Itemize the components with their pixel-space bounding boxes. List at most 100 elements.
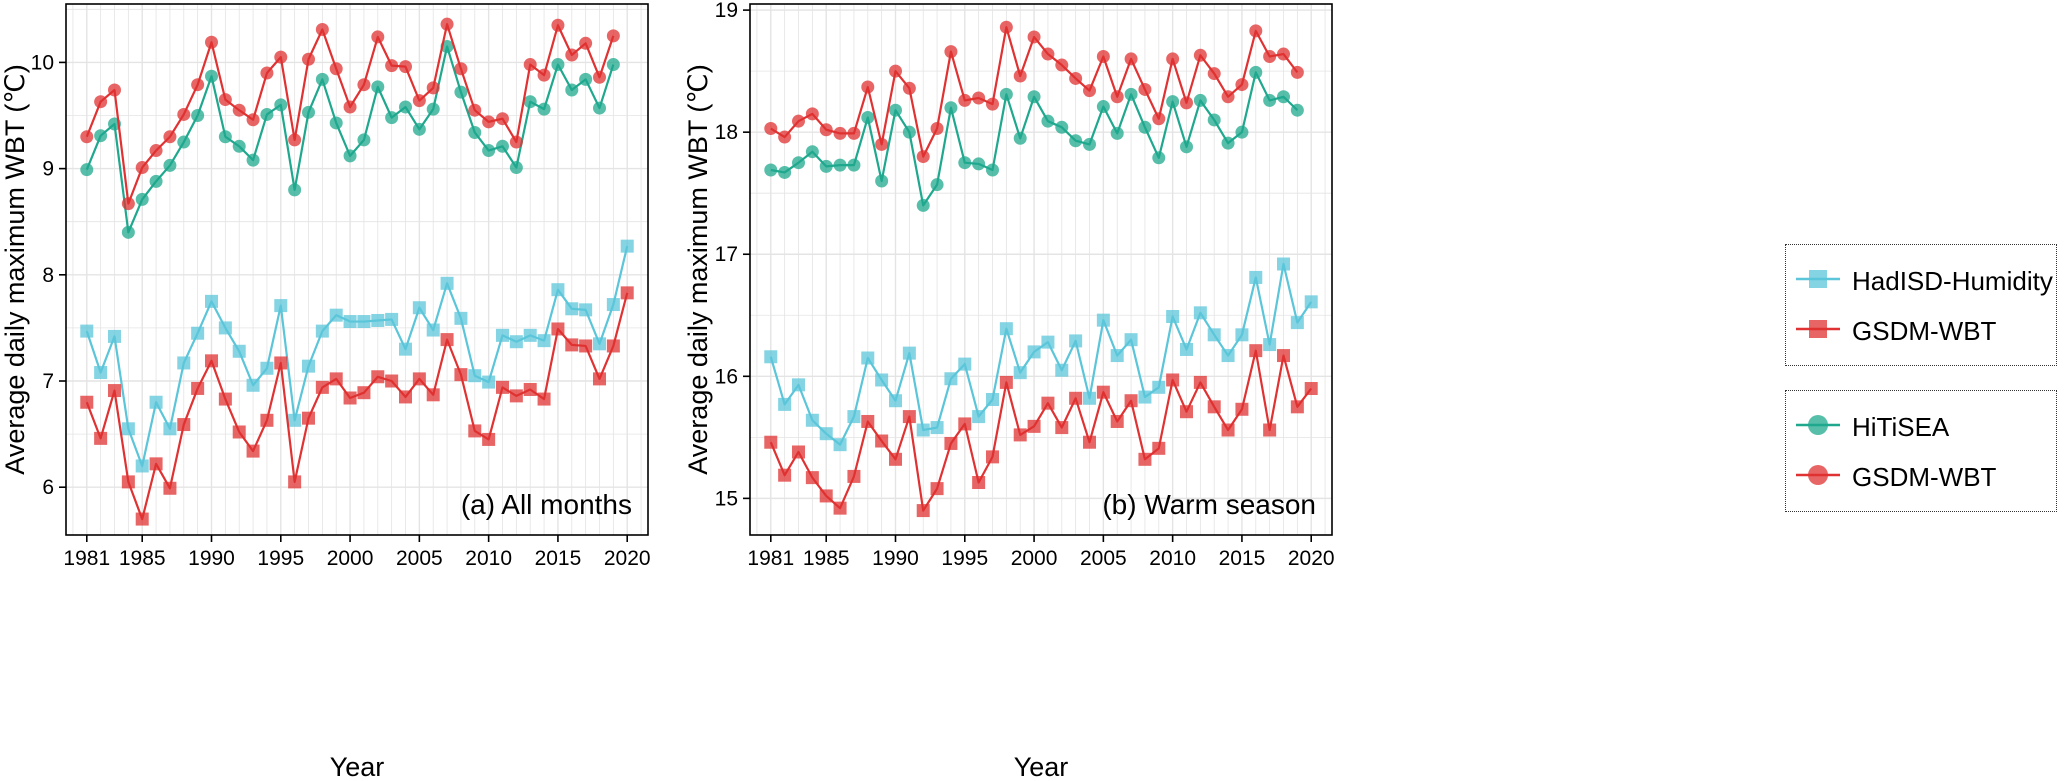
data-point-square <box>232 344 246 358</box>
data-point-circle <box>1041 47 1055 61</box>
data-point-square <box>986 393 999 407</box>
x-axis-label: Year <box>330 752 385 781</box>
data-point-circle <box>121 225 135 239</box>
data-point-square <box>468 424 482 438</box>
y-tick-label: 15 <box>715 487 738 510</box>
data-point-square <box>1027 419 1041 433</box>
x-axis-label: Year <box>1014 752 1069 781</box>
data-point-square <box>833 438 847 452</box>
data-point-square <box>191 381 205 395</box>
data-point-square <box>579 339 593 353</box>
data-point-square <box>972 410 986 424</box>
data-point-circle <box>1013 131 1027 145</box>
data-point-circle <box>274 50 288 64</box>
data-point-square <box>875 434 889 448</box>
data-point-circle <box>1152 151 1166 165</box>
data-point-square <box>1041 335 1055 349</box>
data-point-square <box>902 410 916 424</box>
data-point-circle <box>593 70 606 84</box>
data-point-square <box>861 414 875 428</box>
data-point-square <box>1152 380 1166 394</box>
data-point-circle <box>80 130 94 144</box>
y-tick-label: 6 <box>42 476 54 499</box>
x-tick-label: 2010 <box>465 547 512 570</box>
data-point-square <box>606 298 620 312</box>
data-point-square <box>764 435 778 449</box>
data-point-circle <box>792 114 805 128</box>
data-point-circle <box>1055 58 1069 72</box>
data-point-square <box>121 422 135 436</box>
legend-swatch-square-icon <box>1796 270 1840 288</box>
data-point-square <box>482 432 496 446</box>
data-point-square <box>1180 405 1193 419</box>
data-point-square <box>108 329 121 343</box>
legend-label: HadISD-Humidity <box>1852 266 2053 296</box>
data-point-circle <box>986 97 999 111</box>
data-point-circle <box>1277 47 1290 61</box>
data-point-square <box>426 323 440 337</box>
data-point-circle <box>805 145 819 159</box>
data-point-circle <box>944 45 958 59</box>
panel-title: (a) All months <box>461 489 632 520</box>
x-tick-label: 2005 <box>1080 547 1127 570</box>
data-point-square <box>778 397 792 411</box>
data-point-circle <box>999 20 1013 34</box>
data-point-circle <box>792 156 805 170</box>
data-point-circle <box>833 158 847 172</box>
data-point-circle <box>371 80 385 94</box>
data-point-square <box>135 512 149 526</box>
data-point-square <box>371 313 385 327</box>
data-point-circle <box>930 122 944 136</box>
data-point-circle <box>523 58 537 72</box>
data-point-square <box>1096 313 1110 327</box>
data-point-square <box>986 450 999 464</box>
data-point-square <box>1277 349 1290 363</box>
data-point-square <box>482 375 496 389</box>
data-point-circle <box>1124 52 1138 66</box>
data-point-square <box>274 299 288 313</box>
x-tick-label: 2015 <box>535 547 582 570</box>
data-point-square <box>1124 333 1138 347</box>
data-point-circle <box>509 135 523 149</box>
data-point-square <box>94 431 108 445</box>
data-point-circle <box>440 17 454 31</box>
data-point-circle <box>343 149 357 163</box>
data-point-square <box>315 380 329 394</box>
legend-item-gsdm-wbt-square: GSDM-WBT <box>1786 309 2056 349</box>
data-point-square <box>972 476 986 490</box>
data-point-circle <box>94 129 108 143</box>
data-point-square <box>958 417 972 431</box>
data-point-square <box>819 427 833 441</box>
data-point-circle <box>1013 69 1027 83</box>
data-point-square <box>1055 421 1069 435</box>
data-point-circle <box>805 107 819 121</box>
panel-title: (b) Warm season <box>1102 489 1316 520</box>
y-tick-label: 8 <box>42 264 54 287</box>
data-point-square <box>1041 396 1055 410</box>
data-point-circle <box>218 93 232 107</box>
data-point-square <box>875 373 889 387</box>
data-point-square <box>1069 391 1083 405</box>
x-tick-label: 1985 <box>119 547 166 570</box>
data-point-circle <box>819 123 833 137</box>
chart-panel-all-months: 1981 1985 1990 1995 2000 2005 2010 2015 2020 6 7 8 9… <box>0 3 651 781</box>
data-point-square <box>94 366 108 380</box>
data-point-square <box>847 469 861 483</box>
data-point-square <box>847 410 861 424</box>
data-point-square <box>1221 423 1235 437</box>
data-point-square <box>916 504 930 518</box>
data-point-circle <box>135 161 149 175</box>
data-point-square <box>163 481 177 495</box>
data-point-square <box>944 372 958 386</box>
data-point-circle <box>302 105 315 119</box>
data-point-square <box>958 357 972 371</box>
y-tick-label: 19 <box>715 0 738 22</box>
data-point-circle <box>764 163 778 177</box>
series-line-hadisd-humidity-square <box>85 245 629 468</box>
data-point-square <box>302 359 315 373</box>
data-point-circle <box>1110 126 1124 140</box>
data-point-square <box>1069 334 1083 348</box>
data-point-circle <box>121 197 135 211</box>
data-point-circle <box>1221 90 1235 104</box>
